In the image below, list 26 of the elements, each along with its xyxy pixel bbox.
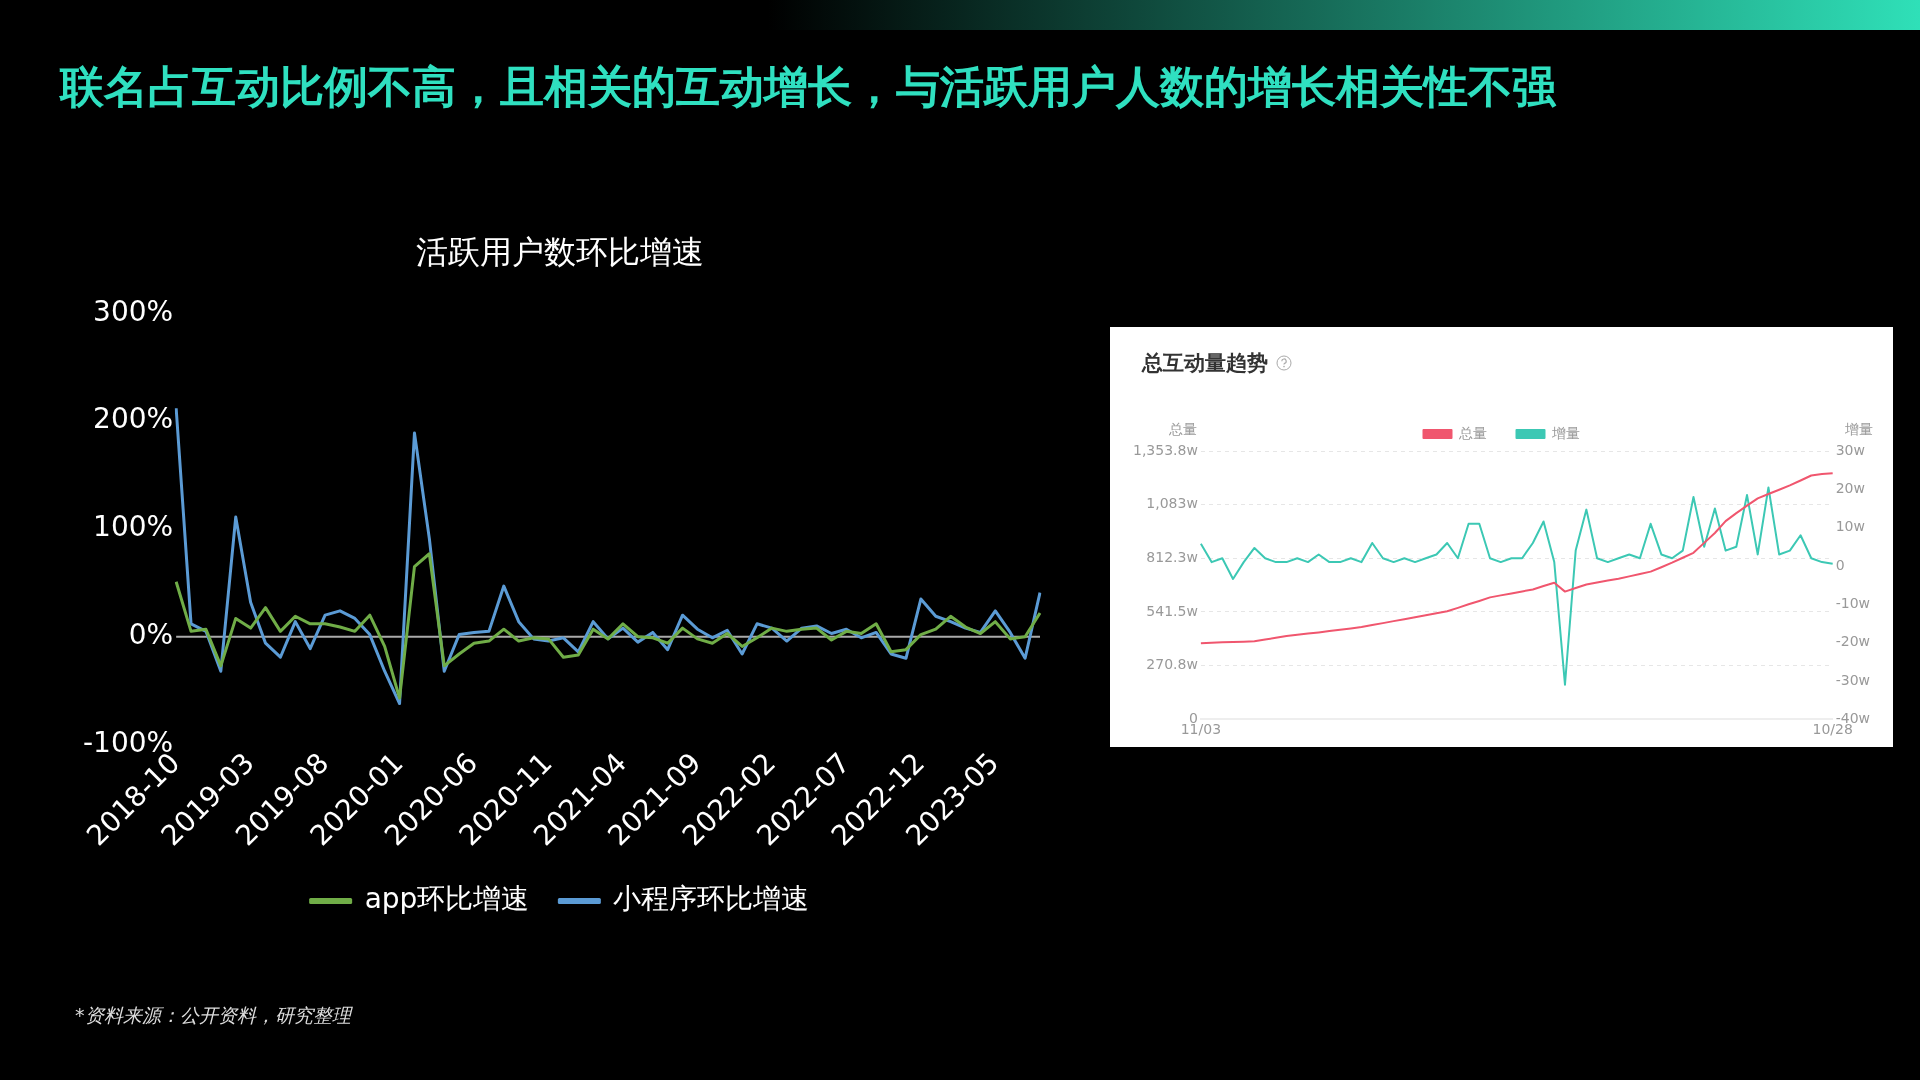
legend-label: 增量 [1550,424,1580,441]
chart-title: 活跃用户数环比增速 [416,232,704,271]
y2-tick-label: -30w [1835,671,1871,688]
y2-tick-label: -20w [1835,633,1871,650]
y-tick-label: 270.8w [1146,656,1198,673]
y-tick-label: 812.3w [1146,548,1198,565]
y-tick-label: 1,083w [1146,495,1198,512]
y2-tick-label: -10w [1835,594,1871,611]
y2-tick-label: 10w [1835,518,1865,535]
y2-axis-title: 增量 [1844,420,1873,437]
y2-tick-label: 0 [1835,556,1845,573]
y-tick-label: 200% [93,402,174,436]
text: *资料来源：公开资料，研究整理 [75,1003,351,1028]
y-tick-label: 100% [93,510,174,544]
legend-label: 总量 [1457,424,1487,441]
y2-tick-label: 20w [1835,479,1865,496]
chart-title: 总互动量趋势 [1142,350,1268,377]
y-tick-label: 1,353.8w [1133,441,1198,458]
text: 联名占互动比例不高，且相关的互动增长，与活跃用户人数的增长相关性不强 [60,60,1556,114]
legend-label: app环比增速 [364,882,530,916]
y-tick-label: 0% [128,618,174,652]
y-axis-title: 总量 [1167,420,1197,437]
legend-label: 小程序环比增速 [613,882,810,916]
y-tick-label: 300% [93,294,174,328]
y2-tick-label: 30w [1835,441,1865,458]
y-tick-label: 541.5w [1146,602,1198,619]
